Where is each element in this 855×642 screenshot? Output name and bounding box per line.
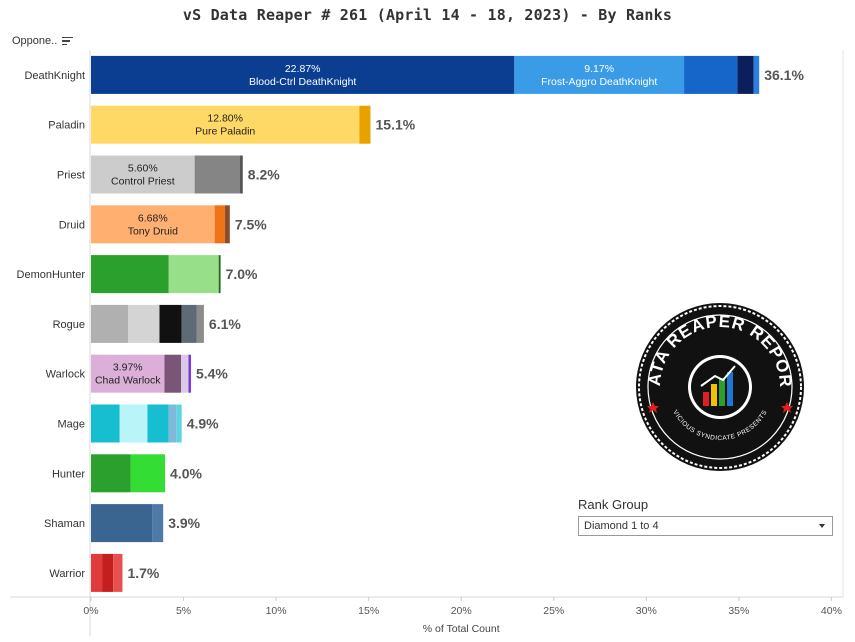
- bar-segment[interactable]: [91, 404, 120, 443]
- bar-segment[interactable]: [753, 55, 760, 94]
- bar-segment[interactable]: [164, 354, 182, 393]
- bar-segment[interactable]: [102, 553, 114, 592]
- category-label: Rogue: [53, 319, 85, 331]
- segment-percent-label: 6.68%: [138, 212, 168, 224]
- segment-deck-label: Tony Druid: [128, 225, 178, 237]
- bar-segment[interactable]: [168, 404, 177, 443]
- bar-total-label: 15.1%: [376, 117, 416, 133]
- x-axis-label: % of Total Count: [423, 623, 500, 635]
- segment-percent-label: 9.17%: [584, 63, 614, 75]
- bar-segment[interactable]: [130, 454, 166, 493]
- bar-total-label: 4.0%: [170, 465, 202, 481]
- bar-segment[interactable]: [359, 105, 371, 144]
- chevron-down-icon[interactable]: [819, 524, 825, 528]
- category-label: Warlock: [46, 369, 86, 381]
- bar-total-label: 7.5%: [235, 216, 267, 232]
- segment-deck-label: Pure Paladin: [195, 126, 255, 138]
- x-tick-label: 10%: [266, 605, 287, 617]
- bar-segment[interactable]: [218, 255, 221, 294]
- bar-segment[interactable]: [240, 155, 243, 194]
- segment-percent-label: 22.87%: [285, 63, 321, 75]
- bar-segment[interactable]: [91, 504, 153, 543]
- segment-percent-label: 5.60%: [128, 163, 158, 175]
- bar-total-label: 4.9%: [187, 416, 219, 432]
- bar-segment[interactable]: [181, 304, 197, 343]
- x-tick-label: 25%: [543, 605, 564, 617]
- bar-segment[interactable]: [91, 155, 195, 194]
- bar-segment[interactable]: [168, 255, 219, 294]
- data-reaper-logo: DATA REAPER REPORT VICIOUS SYNDICATE PRE…: [628, 287, 805, 477]
- category-label: DeathKnight: [24, 70, 85, 82]
- category-label: Paladin: [48, 120, 85, 132]
- segment-percent-label: 12.80%: [207, 113, 243, 125]
- bar-segment[interactable]: [91, 255, 169, 294]
- rank-group-filter: Rank Group Diamond 1 to 4: [578, 497, 833, 536]
- sort-icon[interactable]: [62, 36, 74, 46]
- bar-segment[interactable]: [181, 354, 189, 393]
- bar-segment[interactable]: [91, 55, 515, 94]
- bar-segment[interactable]: [159, 304, 182, 343]
- bar-segment[interactable]: [91, 304, 129, 343]
- bar-segment[interactable]: [684, 55, 738, 94]
- bar-segment[interactable]: [91, 105, 360, 144]
- bar-total-label: 36.1%: [764, 67, 804, 83]
- rank-group-selected-value: Diamond 1 to 4: [584, 520, 659, 532]
- bar-segment[interactable]: [91, 553, 103, 592]
- x-tick-label: 40%: [821, 605, 842, 617]
- bar-segment[interactable]: [224, 205, 230, 244]
- bar-segment[interactable]: [128, 304, 160, 343]
- rank-group-label: Rank Group: [578, 497, 649, 512]
- segment-deck-label: Frost-Aggro DeathKnight: [541, 76, 657, 88]
- bar-segment[interactable]: [188, 354, 191, 393]
- bar-total-label: 7.0%: [226, 266, 258, 282]
- x-tick-label: 15%: [358, 605, 379, 617]
- segment-deck-label: Control Priest: [111, 176, 175, 188]
- segment-deck-label: Chad Warlock: [95, 375, 161, 387]
- category-label: Druid: [59, 219, 85, 231]
- bar-total-label: 6.1%: [209, 316, 241, 332]
- bar-total-label: 8.2%: [248, 167, 280, 183]
- rank-group-dropdown[interactable]: Diamond 1 to 4: [578, 516, 833, 536]
- bar-total-label: 5.4%: [196, 366, 228, 382]
- bar-segment[interactable]: [152, 504, 164, 543]
- chart-bars: 22.87%Blood-Ctrl DeathKnight 9.17%Frost-A…: [91, 55, 804, 592]
- bar-segment[interactable]: [119, 404, 148, 443]
- x-tick-label: 20%: [451, 605, 472, 617]
- page-title: vS Data Reaper # 261 (April 14 - 18, 202…: [182, 6, 673, 24]
- category-label: Warrior: [49, 568, 85, 580]
- chart-axes: 0% 5% 10% 15% 20% 25% 30% 35% 40% % of Total Coun…: [10, 50, 844, 636]
- category-label: Priest: [57, 170, 85, 182]
- category-label: Hunter: [52, 468, 85, 480]
- bar-segment[interactable]: [194, 155, 241, 194]
- bar-segment[interactable]: [91, 354, 165, 393]
- opponent-sort-header[interactable]: Oppone..: [12, 35, 74, 47]
- bar-total-label: 1.7%: [127, 565, 159, 581]
- x-tick-label: 30%: [636, 605, 657, 617]
- bar-segment[interactable]: [214, 205, 225, 244]
- bar-segment[interactable]: [113, 553, 123, 592]
- bar-segment[interactable]: [737, 55, 754, 94]
- segment-deck-label: Blood-Ctrl DeathKnight: [249, 76, 356, 88]
- bar-segment[interactable]: [514, 55, 685, 94]
- bar-segment[interactable]: [196, 304, 204, 343]
- x-tick-label: 5%: [176, 605, 191, 617]
- bar-chart-icon: [688, 355, 752, 419]
- bar-segment[interactable]: [147, 404, 169, 443]
- bar-segment[interactable]: [91, 205, 215, 244]
- segment-percent-label: 3.97%: [113, 362, 143, 374]
- sort-header-label: Oppone..: [12, 35, 58, 47]
- bar-segment[interactable]: [91, 454, 131, 493]
- bar-total-label: 3.9%: [168, 515, 200, 531]
- category-label: DemonHunter: [17, 269, 86, 281]
- category-label: Mage: [57, 419, 85, 431]
- category-label: Shaman: [44, 518, 85, 530]
- x-tick-label: 35%: [728, 605, 749, 617]
- bar-segment[interactable]: [176, 404, 182, 443]
- x-tick-label: 0%: [83, 605, 98, 617]
